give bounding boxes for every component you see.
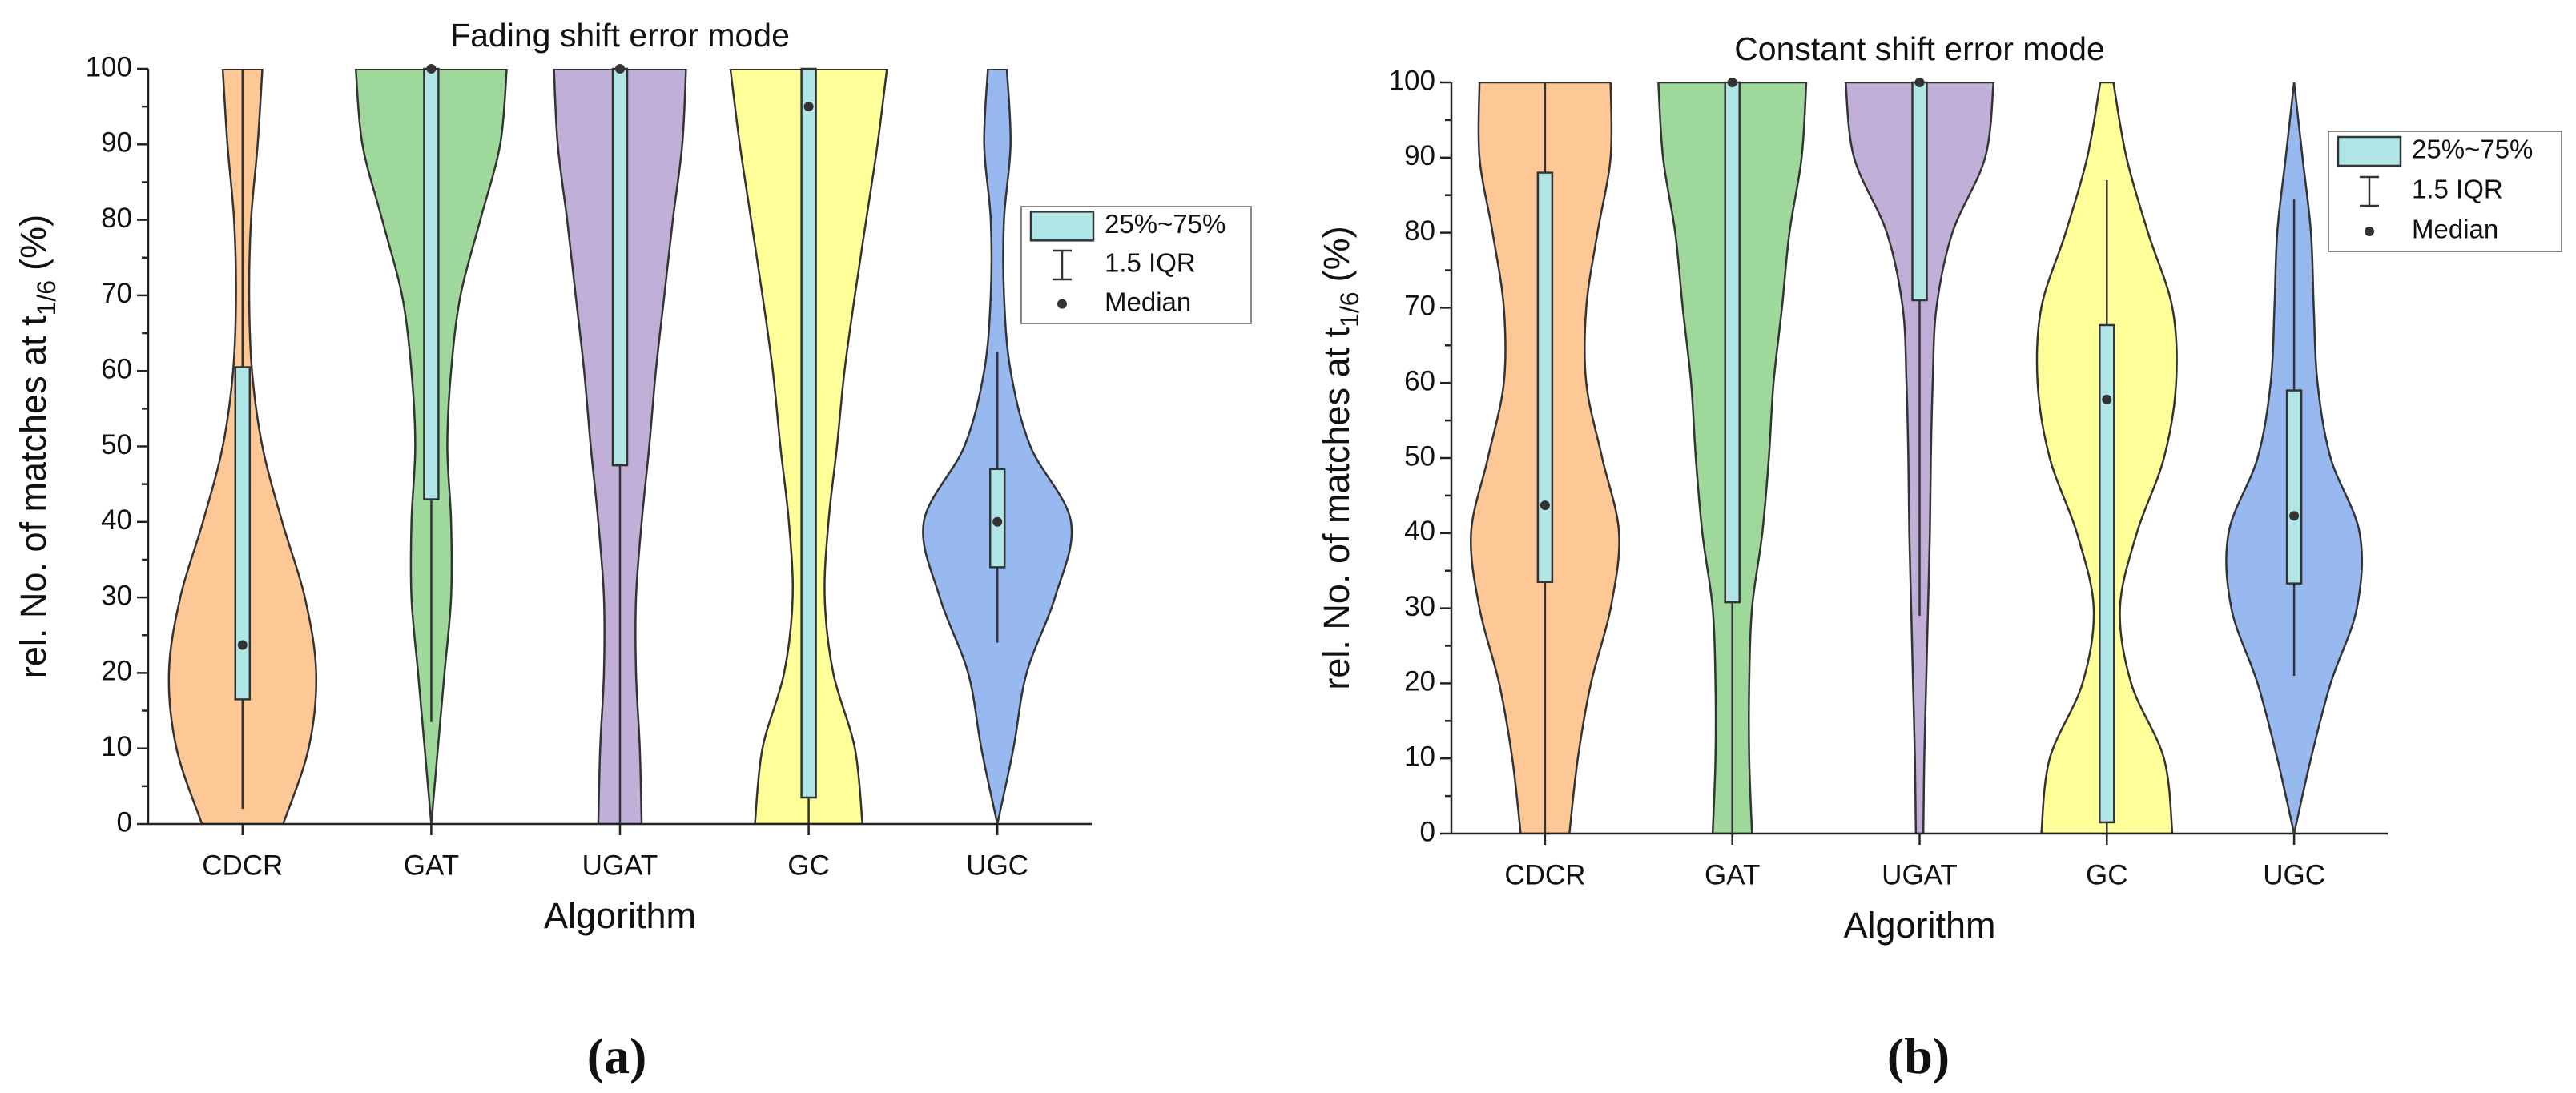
legend-box-swatch <box>2337 135 2402 167</box>
y-tick-label: 0 <box>117 806 132 838</box>
legend: 25%~75% 1.5 IQR Median <box>1020 206 1252 324</box>
panel-label: (a) <box>587 1027 647 1084</box>
legend-label: 1.5 IQR <box>2412 175 2503 204</box>
x-tick-label: UGAT <box>582 850 658 881</box>
y-tick-label: 70 <box>1404 291 1435 322</box>
y-tick-label: 50 <box>101 429 132 460</box>
y-tick-label: 90 <box>101 127 132 159</box>
iqr-box <box>1724 81 1741 604</box>
y-tick-label: 10 <box>1404 741 1435 772</box>
x-tick-label: UGC <box>2263 859 2325 890</box>
x-axis-label: Algorithm <box>1843 905 1995 946</box>
y-axis-label-end: (%) <box>1316 226 1357 282</box>
legend-label: Median <box>2412 215 2498 244</box>
iqr-box <box>423 67 440 500</box>
y-tick-label: 60 <box>101 353 132 384</box>
legend-label: 1.5 IQR <box>1105 248 1196 278</box>
panel-label: (b) <box>1887 1027 1950 1084</box>
median <box>237 640 248 650</box>
median <box>1540 500 1550 511</box>
y-tick-label: 0 <box>1420 816 1435 847</box>
legend-label: Median <box>1105 287 1191 316</box>
y-axis-label-sub: 1/6 <box>1335 291 1364 327</box>
y-tick-label: 50 <box>1404 440 1435 472</box>
median <box>615 64 625 74</box>
x-tick-label: GAT <box>1705 859 1760 890</box>
iqr-box <box>1911 81 1928 302</box>
x-tick-label: UGAT <box>1882 859 1958 890</box>
legend-box-swatch <box>1029 211 1095 242</box>
chart-title: Constant shift error mode <box>1734 30 2105 67</box>
legend-label: 25%~75% <box>1105 209 1226 239</box>
y-tick-label: 10 <box>101 731 132 762</box>
median <box>2289 511 2300 521</box>
x-tick-label: GC <box>2086 859 2128 890</box>
y-tick-label: 70 <box>101 278 132 309</box>
legend-median-swatch <box>2365 227 2374 236</box>
iqr-box <box>2285 389 2303 585</box>
iqr-box <box>800 67 817 799</box>
y-tick-label: 20 <box>101 656 132 687</box>
y-axis-label: rel. No. of matches at t1/6 (%) <box>13 215 61 678</box>
x-axis-label: Algorithm <box>544 895 696 936</box>
y-tick-label: 100 <box>86 51 132 82</box>
plot: CDCR GAT UGAT GC UGC 0 10 20 30 40 50 60 70 80 90 100 Fa… <box>13 17 1252 1084</box>
legend-median-swatch <box>1057 299 1067 309</box>
y-tick-label: 40 <box>101 504 132 536</box>
y-tick-label: 80 <box>1404 215 1435 247</box>
median <box>803 102 814 112</box>
iqr-box <box>2099 323 2115 824</box>
iqr-box <box>234 366 252 701</box>
y-axis-label-main: rel. No. of matches at t <box>1316 327 1357 689</box>
legend-label: 25%~75% <box>2412 135 2533 164</box>
y-axis-label-end: (%) <box>13 215 54 271</box>
x-tick-label: UGC <box>966 850 1028 881</box>
median <box>426 64 437 74</box>
y-tick-label: 30 <box>101 580 132 611</box>
plot: CDCR GAT UGAT GC UGC 0 10 20 30 40 50 60 70 80 90 100 Co… <box>1316 30 2562 1084</box>
x-tick-label: CDCR <box>1504 859 1585 890</box>
y-axis-label-main: rel. No. of matches at t <box>13 315 54 678</box>
y-tick-label: 20 <box>1404 666 1435 697</box>
y-tick-label: 60 <box>1404 365 1435 396</box>
legend: 25%~75% 1.5 IQR Median <box>2328 131 2562 252</box>
y-axis-label: rel. No. of matches at t1/6 (%) <box>1316 226 1364 689</box>
chart-title: Fading shift error mode <box>450 17 790 54</box>
median <box>1727 78 1737 87</box>
y-tick-label: 100 <box>1389 65 1435 96</box>
median <box>1914 78 1925 87</box>
x-tick-label: GC <box>787 850 830 881</box>
y-tick-label: 30 <box>1404 591 1435 622</box>
median <box>992 516 1003 527</box>
x-tick-label: CDCR <box>202 850 283 881</box>
median <box>2102 394 2112 404</box>
y-tick-label: 90 <box>1404 140 1435 171</box>
iqr-box <box>611 67 629 467</box>
y-tick-label: 40 <box>1404 516 1435 547</box>
iqr-box <box>1536 171 1554 584</box>
y-tick-label: 80 <box>101 203 132 234</box>
y-axis-label-sub: 1/6 <box>32 280 61 315</box>
x-tick-label: GAT <box>404 850 459 881</box>
